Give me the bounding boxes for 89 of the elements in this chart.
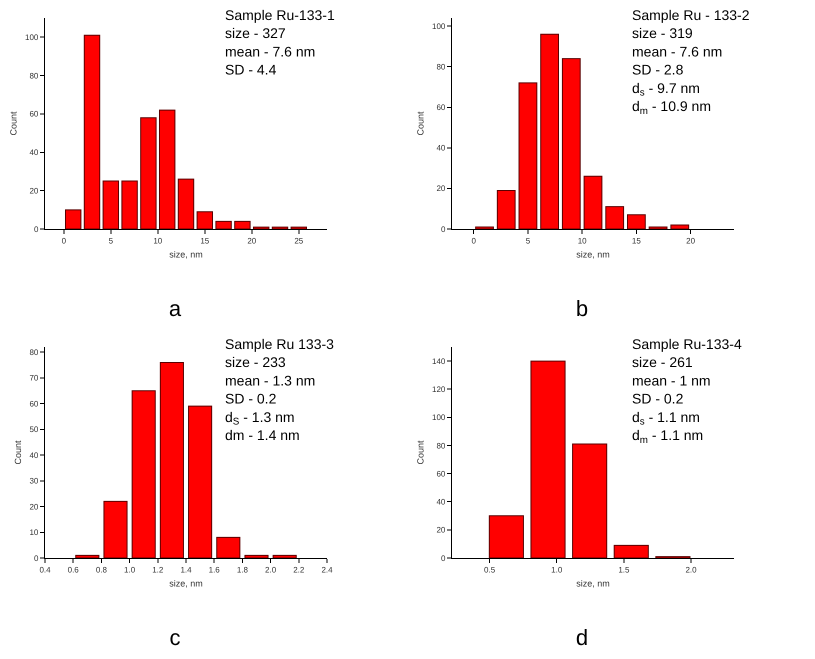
- y-tick-label: 70: [29, 374, 39, 383]
- x-tick-label: 1.4: [180, 566, 192, 575]
- annotation: Sample Ru 133-3: [225, 336, 334, 352]
- annotation: d$_{s}$ - 1.1 nm: [632, 408, 700, 428]
- y-tick-label: 40: [436, 498, 446, 507]
- y-tick-label: 60: [436, 469, 446, 478]
- x-tick-label: 1.0: [124, 566, 136, 575]
- text: d: [576, 624, 588, 650]
- x-tick-label: 0.8: [96, 566, 108, 575]
- x-tick-label: 2.2: [293, 566, 305, 575]
- x-axis-title: size, nm: [576, 249, 610, 260]
- x-tick-label: 5: [108, 236, 114, 246]
- annotation: SD - 0.2: [632, 390, 684, 407]
- x-tick-label: 1.8: [236, 566, 249, 575]
- y-tick-label: 20: [29, 502, 39, 512]
- y-tick-label: 20: [436, 526, 446, 535]
- x-tick-label: 0.6: [68, 566, 80, 575]
- annotation: Sample Ru-133-1: [225, 7, 335, 23]
- y-tick-label: 40: [29, 148, 39, 158]
- y-tick-label: 80: [436, 441, 446, 450]
- x-tick-label: 0: [62, 236, 67, 246]
- x-tick-label: 1.2: [152, 566, 164, 575]
- y-tick-label: 10: [29, 528, 39, 538]
- annotation: Sample Ru-133-4: [632, 336, 742, 352]
- y-tick-label: 100: [25, 32, 39, 42]
- x-tick-label: 15: [632, 236, 642, 246]
- x-tick-label: 0: [471, 236, 476, 246]
- y-axis-title: Count: [415, 440, 426, 465]
- x-axis-title: size, nm: [576, 578, 610, 588]
- y-axis-title: Count: [415, 111, 426, 136]
- y-tick-label: 80: [436, 62, 446, 72]
- x-tick-label: 1.5: [618, 566, 630, 575]
- y-tick-label: 20: [436, 184, 446, 194]
- y-tick-label: 120: [432, 385, 446, 394]
- x-tick-label: 25: [294, 236, 304, 246]
- x-tick-label: 2.0: [265, 566, 277, 575]
- annotation: mean - 7.6 nm: [225, 43, 316, 60]
- x-tick-label: 0.5: [484, 566, 496, 575]
- annotation: size - 327: [225, 25, 286, 42]
- annotation: mean - 7.6 nm: [632, 43, 722, 60]
- annotation: size - 233: [225, 354, 286, 370]
- annotation: size - 319: [632, 25, 693, 42]
- annotation: d$_{S}$ - 1.3 nm: [225, 408, 295, 428]
- y-tick-label: 20: [29, 186, 39, 196]
- y-tick-label: 0: [440, 224, 446, 234]
- annotation: mean - 1.3 nm: [225, 372, 316, 388]
- y-tick-label: 40: [29, 450, 39, 460]
- annotation: SD - 2.8: [632, 62, 684, 78]
- x-tick-label: 2.0: [685, 566, 698, 575]
- x-axis-title: size, nm: [169, 578, 203, 588]
- annotation: SD - 0.2: [225, 390, 277, 407]
- x-tick-label: 5: [526, 236, 531, 246]
- annotation: d$_{m}$ - 1.1 nm: [632, 427, 704, 446]
- y-tick-label: 100: [432, 413, 446, 422]
- y-tick-label: 60: [29, 110, 39, 119]
- x-tick-label: 1.0: [551, 566, 563, 575]
- y-tick-label: 0: [440, 554, 446, 563]
- y-tick-label: 40: [436, 144, 446, 153]
- y-tick-label: 140: [432, 356, 446, 366]
- annotation: SD - 4.4: [225, 62, 277, 78]
- text: a: [168, 296, 182, 321]
- x-tick-label: 10: [153, 236, 163, 246]
- x-axis-title: size, nm: [169, 249, 203, 260]
- text: b: [576, 296, 588, 321]
- annotation: size - 261: [632, 354, 693, 370]
- y-tick-label: 0: [34, 224, 39, 234]
- annotation: Sample Ru - 133-2: [632, 7, 750, 23]
- y-tick-label: 60: [29, 399, 39, 408]
- x-tick-label: 2.4: [321, 566, 334, 575]
- x-tick-label: 10: [578, 236, 588, 246]
- x-tick-label: 15: [200, 236, 210, 246]
- y-tick-label: 0: [34, 554, 39, 563]
- y-axis-title: Count: [8, 111, 18, 136]
- y-tick-label: 100: [432, 22, 446, 31]
- annotation: mean - 1 nm: [632, 372, 711, 388]
- x-tick-label: 20: [247, 236, 257, 246]
- y-axis-title: Count: [12, 440, 23, 465]
- y-tick-label: 60: [436, 103, 446, 112]
- x-tick-label: 1.6: [208, 566, 220, 575]
- x-tick-label: 0.4: [39, 566, 52, 575]
- y-tick-label: 30: [29, 476, 39, 486]
- y-tick-label: 80: [29, 348, 39, 357]
- annotation: d$_{s}$ - 9.7 nm: [632, 80, 700, 99]
- text: c: [170, 624, 181, 650]
- annotation: dm - 1.4 nm: [225, 427, 300, 443]
- annotation: d$_{m}$ - 10.9 nm: [632, 98, 711, 117]
- x-tick-label: 20: [686, 236, 696, 246]
- y-tick-label: 50: [29, 425, 39, 434]
- y-tick-label: 80: [29, 71, 39, 80]
